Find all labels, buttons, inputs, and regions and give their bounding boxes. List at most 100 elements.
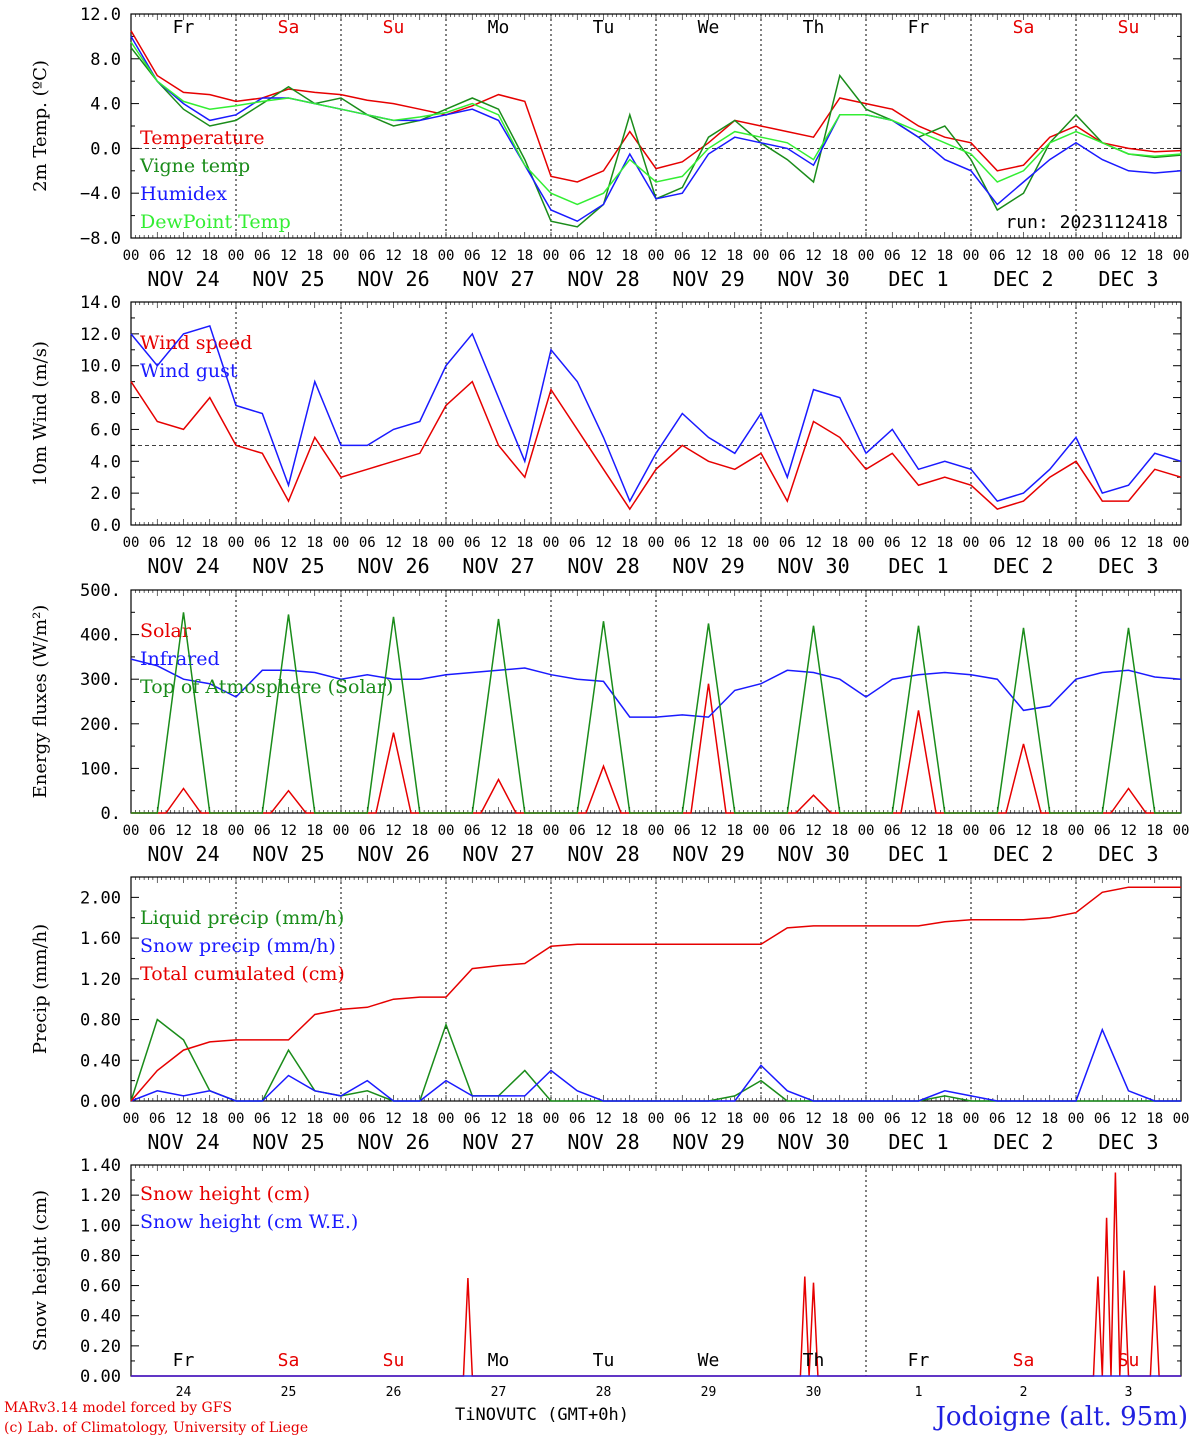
y-axis-label: 2m Temp. (ºC)	[30, 60, 51, 192]
x-hour-label: 12	[490, 248, 507, 264]
x-hour-label: 12	[1120, 535, 1137, 551]
legend-entry: Solar	[140, 620, 192, 642]
x-hour-label: 00	[1068, 823, 1085, 839]
x-hour-label: 18	[726, 1111, 743, 1127]
legend-entry: Snow height (cm)	[140, 1183, 310, 1205]
x-hour-label: 06	[254, 535, 271, 551]
x-hour-label: 00	[543, 823, 560, 839]
x-hour-label: 12	[385, 823, 402, 839]
y-tick-label: 4.0	[90, 452, 121, 472]
y-tick-label: 8.0	[90, 50, 121, 70]
x-hour-label: 00	[543, 535, 560, 551]
x-hour-label: 06	[464, 248, 481, 264]
x-date-label: DEC 3	[1098, 1130, 1158, 1154]
x-date-label: NOV 29	[672, 554, 744, 578]
x-date-label: DEC 1	[888, 267, 948, 291]
x-hour-label: 00	[228, 823, 245, 839]
x-hour-label: 12	[700, 248, 717, 264]
x-hour-label: 00	[1068, 248, 1085, 264]
day-label-top: Sa	[1013, 17, 1035, 38]
x-hour-label: 12	[700, 535, 717, 551]
x-hour-label: 06	[464, 535, 481, 551]
x-hour-label: 12	[910, 1111, 927, 1127]
day-label-bottom: Th	[803, 1350, 825, 1371]
x-hour-label: 12	[385, 535, 402, 551]
x-hour-label: 12	[700, 1111, 717, 1127]
x-hour-label: 06	[989, 823, 1006, 839]
x-hour-label: 06	[779, 248, 796, 264]
x-date-label: NOV 28	[567, 554, 639, 578]
x-hour-label: 18	[726, 823, 743, 839]
legend-entry: Snow precip (mm/h)	[140, 935, 336, 957]
x-hour-label: 12	[1015, 535, 1032, 551]
series-line	[130, 886, 1181, 1102]
x-hour-label: 00	[228, 535, 245, 551]
x-hour-label: 06	[359, 535, 376, 551]
x-date-label: DEC 2	[993, 842, 1053, 866]
legend-entry: Snow height (cm W.E.)	[140, 1211, 358, 1233]
x-date-label: NOV 28	[567, 267, 639, 291]
x-hour-label: 12	[175, 823, 192, 839]
x-hour-label: 00	[648, 248, 665, 264]
x-hour-label: 12	[490, 1111, 507, 1127]
series-line	[130, 324, 1182, 503]
y-tick-label: 2.00	[80, 888, 121, 908]
x-hour-label: 00	[648, 535, 665, 551]
x-hour-label: 00	[963, 823, 980, 839]
x-hour-label: 18	[516, 823, 533, 839]
x-hour-label: 00	[858, 1111, 875, 1127]
x-hour-label: 06	[884, 535, 901, 551]
x-hour-label: 06	[254, 823, 271, 839]
y-tick-label: 0.60	[80, 1277, 121, 1297]
x-hour-label: 12	[280, 248, 297, 264]
x-hour-label: 00	[963, 535, 980, 551]
day-number-label: 2	[1020, 1385, 1028, 1400]
x-date-label: NOV 29	[672, 267, 744, 291]
day-number-label: 24	[176, 1385, 192, 1400]
day-label-bottom: Fr	[908, 1350, 930, 1371]
x-hour-label: 18	[726, 248, 743, 264]
day-label-bottom: Sa	[1013, 1350, 1035, 1371]
x-hour-label: 06	[674, 535, 691, 551]
day-label-top: Fr	[173, 17, 195, 38]
x-hour-label: 00	[438, 535, 455, 551]
run-annotation: run: 2023112418	[1005, 212, 1168, 233]
x-hour-label: 18	[201, 823, 218, 839]
x-hour-label: 06	[989, 248, 1006, 264]
y-axis-label: Precip (mm/h)	[30, 924, 51, 1054]
x-hour-label: 18	[516, 248, 533, 264]
legend-entry: Vigne temp	[139, 155, 250, 177]
y-tick-label: 14.0	[80, 293, 121, 313]
x-date-label: NOV 28	[567, 842, 639, 866]
x-hour-label: 06	[569, 1111, 586, 1127]
x-hour-label: 00	[1068, 1111, 1085, 1127]
x-hour-label: 00	[543, 1111, 560, 1127]
x-hour-label: 06	[884, 823, 901, 839]
day-label-bottom: We	[698, 1350, 720, 1371]
x-hour-label: 06	[149, 535, 166, 551]
x-hour-label: 18	[306, 535, 323, 551]
x-date-label: NOV 24	[147, 554, 219, 578]
y-tick-label: 1.20	[80, 970, 121, 990]
y-tick-label: 1.20	[80, 1186, 121, 1206]
x-hour-label: 12	[595, 1111, 612, 1127]
x-hour-label: 06	[779, 1111, 796, 1127]
x-hour-label: 18	[726, 535, 743, 551]
x-hour-label: 18	[411, 535, 428, 551]
day-number-label: 30	[806, 1385, 822, 1400]
x-hour-label: 06	[464, 1111, 481, 1127]
y-tick-label: 0.0	[90, 516, 121, 536]
x-hour-label: 12	[805, 535, 822, 551]
x-hour-label: 12	[1120, 248, 1137, 264]
day-label-top: Sa	[278, 17, 300, 38]
day-label-bottom: Fr	[173, 1350, 195, 1371]
day-number-label: 26	[386, 1385, 402, 1400]
x-date-label: NOV 24	[147, 842, 219, 866]
legend-entry: Infrared	[140, 648, 220, 670]
x-hour-label: 12	[1120, 1111, 1137, 1127]
x-hour-label: 18	[1041, 1111, 1058, 1127]
x-date-label: NOV 29	[672, 842, 744, 866]
x-date-label: NOV 26	[357, 267, 429, 291]
x-date-label: NOV 26	[357, 842, 429, 866]
